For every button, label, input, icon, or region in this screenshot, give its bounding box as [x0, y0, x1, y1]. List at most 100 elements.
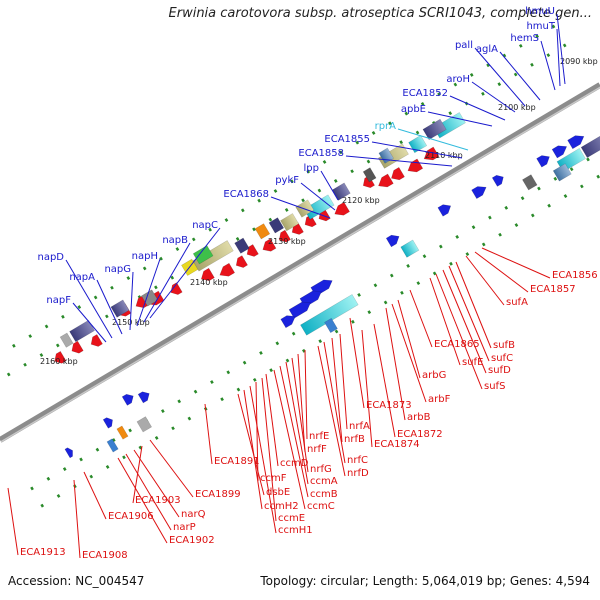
gene-label-sufe-leader	[429, 277, 461, 366]
ring-tick-mark	[240, 208, 245, 213]
ring-tick-mark	[226, 370, 231, 375]
reverse-cds-arrow-shape	[90, 334, 103, 347]
ring-tick-mark	[415, 130, 420, 135]
gene-label-nrfb-leader	[331, 337, 343, 443]
reverse-cds-arrow-shape	[407, 158, 424, 173]
ring-tick-mark	[268, 217, 273, 222]
gene-label-arbb: arbB	[407, 412, 431, 423]
reverse-cds-arrow-shape	[170, 282, 183, 295]
gene-label-hmuu: hmuU	[525, 6, 555, 17]
gene-label-ccmh1: ccmH1	[278, 525, 313, 536]
ring-tick-mark	[530, 213, 535, 218]
gene-label-hmut-leader	[556, 28, 561, 87]
reverse-cds-arrow	[90, 334, 103, 347]
ring-tick-mark	[546, 53, 551, 58]
reverse-feature-box	[59, 332, 74, 348]
reverse-cds-arrow-shape	[278, 229, 291, 243]
ruler-kbp-label: 2110 kbp	[425, 151, 463, 160]
ring-tick-mark	[44, 324, 49, 329]
ring-tick-mark	[306, 169, 311, 174]
genome-summary-text: Topology: circular; Length: 5,064,019 bp…	[260, 574, 590, 588]
gene-label-eca1865: ECA1865	[434, 339, 480, 350]
ring-tick-mark	[290, 179, 294, 184]
reverse-feature-box-shape	[362, 167, 377, 183]
forward-feature-box-shape	[116, 425, 129, 440]
gene-label-nrff-leader	[297, 353, 306, 453]
ring-tick-mark	[259, 351, 263, 355]
reverse-cds-arrow	[423, 146, 440, 161]
reverse-cds-arrow	[170, 282, 183, 295]
ring-tick-mark	[187, 416, 192, 421]
gene-label-sufs: sufS	[484, 381, 505, 392]
gene-label-eca1873-leader	[349, 317, 365, 409]
gene-label-eca1868-leader	[270, 196, 331, 219]
ring-tick-mark	[563, 194, 568, 198]
ring-tick-mark	[236, 387, 241, 392]
ring-tick-mark	[469, 72, 474, 77]
gene-label-nrfd-leader	[317, 345, 346, 477]
forward-cds-arrow-shape	[437, 204, 452, 217]
ring-tick-mark	[488, 215, 492, 220]
ring-tick-mark	[422, 254, 427, 259]
reverse-cds-arrow	[391, 167, 405, 181]
gene-label-dsbe-leader	[237, 393, 265, 496]
gene-label-sufa: sufA	[506, 297, 528, 308]
forward-cds-arrow	[536, 155, 550, 168]
ring-tick-mark	[357, 293, 361, 297]
reverse-feature-box-shape	[234, 237, 250, 254]
accession-text: Accession: NC_004547	[8, 574, 145, 588]
gene-label-eca1855-leader	[371, 141, 463, 159]
ring-tick-mark	[242, 360, 247, 365]
ring-tick-mark	[318, 339, 323, 344]
gene-label-sufc-leader	[448, 265, 490, 362]
ring-tick-mark	[355, 140, 360, 145]
gene-label-arbb-leader	[385, 307, 406, 421]
ruler-kbp-label: 2090 kbp	[560, 57, 598, 66]
ring-tick-mark	[154, 285, 158, 290]
gene-label-ccmc-leader	[273, 369, 306, 510]
gene-label-eca1906: ECA1906	[108, 511, 154, 522]
gene-label-eca1908-leader	[73, 479, 81, 559]
ring-tick-mark	[514, 223, 519, 228]
forward-cds-arrow	[437, 204, 452, 217]
ring-tick-mark	[126, 276, 131, 281]
reverse-feature-box	[192, 240, 234, 272]
ring-tick-mark	[159, 256, 163, 261]
gene-label-eca1903: ECA1903	[135, 495, 181, 506]
gene-label-eca1891: ECA1891	[214, 456, 260, 467]
ring-tick-mark	[191, 237, 196, 242]
gene-label-nrfe: nrfE	[309, 431, 329, 442]
ring-tick-mark	[432, 271, 437, 276]
ring-tick-mark	[252, 377, 257, 382]
gene-label-eca1902: ECA1902	[169, 535, 215, 546]
ring-tick-mark	[518, 43, 523, 48]
gene-label-napg: napG	[104, 264, 131, 275]
forward-cds-arrow-shape	[471, 186, 487, 199]
gene-label-eca1913-leader	[7, 487, 19, 556]
gene-label-nrfb: nrfB	[344, 434, 365, 445]
gene-label-napa-leader	[96, 279, 123, 335]
reverse-cds-arrow-shape	[71, 340, 84, 354]
ring-tick-mark	[383, 300, 388, 305]
gene-label-lpp: lpp	[304, 163, 319, 174]
gene-label-sufa-leader	[465, 255, 505, 306]
gene-label-sufs-leader	[435, 273, 483, 390]
reverse-cds-arrow-shape	[54, 351, 67, 364]
reverse-cds-arrow-shape	[246, 244, 259, 257]
ring-tick-mark	[448, 111, 453, 116]
ring-tick-mark	[79, 457, 83, 462]
reverse-cds-arrow	[71, 340, 84, 354]
reverse-cds-arrow-shape	[235, 255, 248, 268]
ring-tick-mark	[104, 314, 109, 319]
reverse-feature-box	[303, 194, 335, 220]
ring-tick-mark	[498, 232, 502, 237]
ruler-kbp-label: 2120 kbp	[342, 196, 380, 205]
gene-label-rpra: rprA	[375, 121, 397, 132]
ring-tick-mark	[333, 178, 338, 183]
ring-tick-mark	[580, 184, 584, 189]
ring-tick-mark	[95, 447, 100, 452]
ring-tick-mark	[399, 140, 404, 145]
forward-cds-arrow-shape	[385, 234, 400, 248]
ring-tick-mark	[562, 43, 567, 48]
forward-cds-arrow-shape	[121, 393, 134, 406]
